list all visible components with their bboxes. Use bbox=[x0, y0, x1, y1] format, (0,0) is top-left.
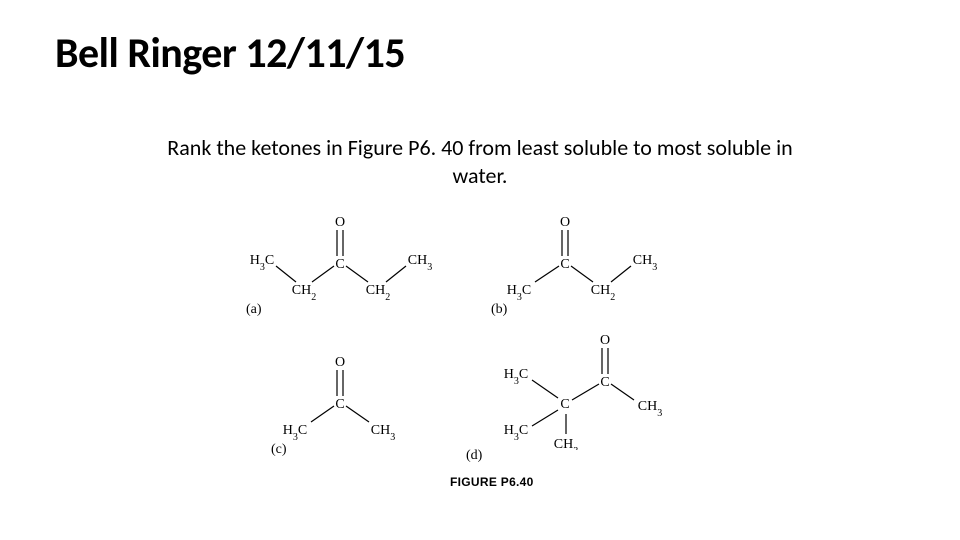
molecule-c: O C H3C CH3 (c) bbox=[265, 350, 415, 460]
slide: Bell Ringer 12/11/15 Rank the ketones in… bbox=[0, 0, 960, 540]
svg-text:CH3: CH3 bbox=[633, 253, 657, 273]
svg-text:H3C: H3C bbox=[504, 367, 528, 387]
molecule-a: O C CH2 H3C CH2 CH3 (a) bbox=[240, 210, 440, 320]
svg-text:CH3: CH3 bbox=[371, 423, 395, 443]
prompt-line-2: water. bbox=[453, 162, 508, 189]
molecule-a-label: (a) bbox=[246, 302, 262, 318]
slide-prompt: Rank the ketones in Figure P6. 40 from l… bbox=[0, 134, 960, 189]
molecule-d: O C CH3 C H3C H3C CH3 (d) bbox=[460, 330, 680, 470]
svg-text:H3C: H3C bbox=[507, 283, 531, 303]
molecule-d-label: (d) bbox=[466, 448, 482, 464]
svg-text:CH2: CH2 bbox=[292, 283, 316, 303]
svg-text:H3C: H3C bbox=[283, 423, 307, 443]
svg-text:CH2: CH2 bbox=[366, 283, 390, 303]
slide-title: Bell Ringer 12/11/15 bbox=[55, 28, 405, 79]
atom-C: C bbox=[335, 257, 344, 272]
molecule-b-label: (b) bbox=[491, 302, 507, 318]
svg-text:C: C bbox=[560, 257, 569, 272]
svg-text:CH2: CH2 bbox=[591, 283, 615, 303]
svg-text:O: O bbox=[560, 215, 570, 230]
svg-text:C: C bbox=[335, 397, 344, 412]
svg-text:CH3: CH3 bbox=[408, 253, 432, 273]
prompt-line-1: Rank the ketones in Figure P6. 40 from l… bbox=[167, 134, 792, 161]
svg-text:H3C: H3C bbox=[250, 253, 274, 273]
molecule-b: O C H3C CH2 CH3 (b) bbox=[485, 210, 665, 320]
atom-O: O bbox=[335, 215, 345, 230]
figure-p6-40: O C CH2 H3C CH2 CH3 (a) bbox=[240, 210, 720, 510]
svg-text:C: C bbox=[560, 397, 569, 412]
svg-text:O: O bbox=[600, 333, 610, 348]
molecule-c-label: (c) bbox=[271, 442, 287, 458]
svg-text:CH3: CH3 bbox=[554, 437, 578, 450]
svg-text:C: C bbox=[600, 375, 609, 390]
svg-text:CH3: CH3 bbox=[638, 399, 662, 419]
svg-text:O: O bbox=[335, 355, 345, 370]
svg-text:H3C: H3C bbox=[504, 423, 528, 443]
figure-caption: FIGURE P6.40 bbox=[450, 475, 534, 489]
